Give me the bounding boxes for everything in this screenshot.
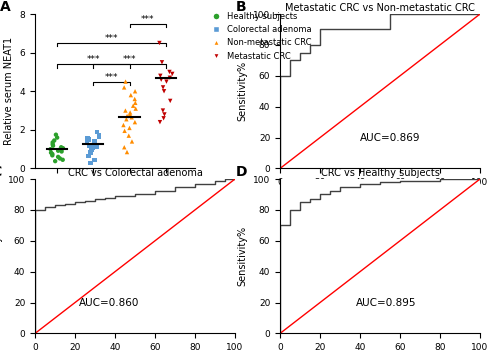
Point: [90, 138, 98, 144]
Point: [156, 40, 164, 46]
Text: A: A: [0, 0, 10, 14]
Point: [84, 135, 92, 141]
Title: CRC vs Colorectal adenoma: CRC vs Colorectal adenoma: [68, 168, 202, 178]
Text: ***: ***: [104, 34, 118, 43]
Point: [49, 143, 57, 148]
Point: [157, 77, 165, 82]
Text: ***: ***: [86, 55, 100, 64]
Point: [156, 119, 164, 125]
Point: [54, 154, 62, 160]
Text: AUC=0.860: AUC=0.860: [79, 298, 140, 307]
Point: [58, 149, 66, 154]
Point: [48, 151, 56, 157]
Point: [93, 130, 101, 135]
Point: [132, 106, 140, 112]
Text: AUC=0.869: AUC=0.869: [360, 133, 420, 143]
Point: [122, 79, 130, 85]
Point: [90, 157, 98, 163]
Point: [129, 103, 137, 108]
Title: CRC vs Healthy subjects: CRC vs Healthy subjects: [320, 168, 440, 178]
X-axis label: 100% - Specificity%: 100% - Specificity%: [332, 193, 428, 203]
Legend: Healthy subjects, Colorectal adenoma, Non-metastatic CRC, Metastatic CRC: Healthy subjects, Colorectal adenoma, No…: [206, 11, 312, 61]
Point: [166, 69, 173, 75]
Point: [88, 145, 96, 151]
Y-axis label: Relative serum NEAT1: Relative serum NEAT1: [4, 37, 14, 145]
Point: [160, 88, 168, 94]
Text: ***: ***: [123, 55, 136, 64]
Point: [130, 96, 138, 102]
Point: [158, 59, 166, 65]
Point: [48, 141, 56, 147]
Point: [126, 112, 134, 117]
Y-axis label: Sensitivity%: Sensitivity%: [0, 226, 2, 286]
Text: AUC=0.895: AUC=0.895: [356, 298, 416, 307]
Point: [56, 147, 64, 153]
Point: [160, 112, 168, 117]
Point: [86, 160, 94, 166]
Point: [59, 145, 67, 151]
Point: [128, 139, 136, 144]
Point: [122, 108, 130, 113]
Point: [126, 125, 134, 131]
Point: [90, 142, 98, 148]
Point: [127, 92, 135, 98]
Point: [46, 146, 54, 152]
Point: [122, 117, 130, 122]
Text: ***: ***: [141, 15, 154, 24]
Point: [123, 113, 131, 119]
Point: [53, 135, 61, 140]
X-axis label: Training cohort: Training cohort: [78, 184, 152, 194]
Point: [159, 85, 167, 90]
Point: [48, 140, 56, 145]
Point: [126, 110, 134, 115]
Point: [159, 108, 167, 113]
Point: [156, 73, 164, 79]
Point: [84, 153, 92, 159]
Text: B: B: [236, 0, 246, 14]
Title: Metastatic CRC vs Non-metastatic CRC: Metastatic CRC vs Non-metastatic CRC: [285, 3, 475, 13]
Point: [168, 71, 176, 77]
Point: [131, 119, 139, 125]
Text: D: D: [236, 165, 248, 179]
Point: [58, 157, 66, 163]
Point: [54, 148, 62, 153]
Point: [95, 134, 103, 139]
Point: [52, 132, 60, 138]
Point: [123, 149, 131, 155]
Point: [120, 128, 128, 134]
Point: [132, 100, 140, 106]
Point: [162, 79, 170, 85]
Point: [166, 98, 174, 104]
Y-axis label: Sensitivity%: Sensitivity%: [238, 61, 248, 121]
Point: [131, 88, 139, 94]
Point: [166, 75, 174, 80]
Text: ***: ***: [104, 73, 118, 82]
Point: [93, 144, 101, 150]
Point: [48, 153, 56, 158]
Point: [51, 158, 59, 164]
Point: [47, 150, 55, 155]
Point: [83, 140, 91, 145]
Point: [86, 143, 94, 148]
Point: [120, 145, 128, 150]
Point: [88, 147, 96, 153]
Point: [120, 85, 128, 90]
Point: [120, 122, 128, 128]
Point: [125, 133, 133, 138]
Point: [128, 114, 136, 120]
Point: [56, 155, 64, 161]
Point: [160, 115, 168, 121]
Point: [50, 138, 58, 143]
Text: C: C: [0, 165, 1, 179]
Point: [86, 150, 94, 155]
Point: [85, 137, 93, 143]
Point: [96, 132, 104, 138]
Y-axis label: Sensitivity%: Sensitivity%: [238, 226, 248, 286]
Point: [57, 145, 65, 150]
Point: [90, 141, 98, 147]
